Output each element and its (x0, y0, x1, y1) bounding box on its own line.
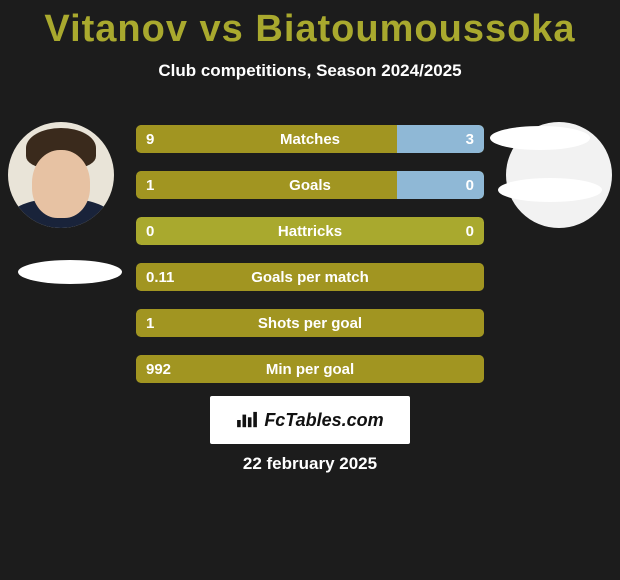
stat-bar-left (136, 263, 484, 291)
title-right: Biatoumoussoka (255, 8, 575, 50)
bar-chart-icon (236, 411, 258, 429)
stat-bar-left (136, 125, 397, 153)
stat-bar-right (397, 125, 484, 153)
subtitle: Club competitions, Season 2024/2025 (0, 61, 620, 81)
title-left: Vitanov (44, 8, 188, 50)
page-title: Vitanov vs Biatoumoussoka (0, 0, 620, 51)
stat-bar-right (397, 171, 484, 199)
stat-bar-left (136, 171, 397, 199)
stat-bar-left (136, 355, 484, 383)
decorative-oval-right-2 (498, 178, 602, 202)
comparison-bars: 93Matches 10Goals 00Hattricks 0.11Goals per… (136, 125, 484, 401)
face-icon (8, 122, 114, 228)
decorative-oval-right-1 (490, 126, 590, 150)
fctables-logo: FcTables.com (210, 396, 410, 444)
stat-row: 992Min per goal (136, 355, 484, 383)
stat-row: 00Hattricks (136, 217, 484, 245)
stat-row: 93Matches (136, 125, 484, 153)
stat-row: 1Shots per goal (136, 309, 484, 337)
page: Vitanov vs Biatoumoussoka Club competiti… (0, 0, 620, 580)
decorative-oval-left (18, 260, 122, 284)
player-left-avatar (8, 122, 114, 228)
stat-bar-left (136, 309, 484, 337)
date-text: 22 february 2025 (0, 454, 620, 474)
logo-text: FcTables.com (264, 410, 383, 431)
title-vs: vs (200, 8, 244, 50)
stat-row: 0.11Goals per match (136, 263, 484, 291)
stat-row: 10Goals (136, 171, 484, 199)
